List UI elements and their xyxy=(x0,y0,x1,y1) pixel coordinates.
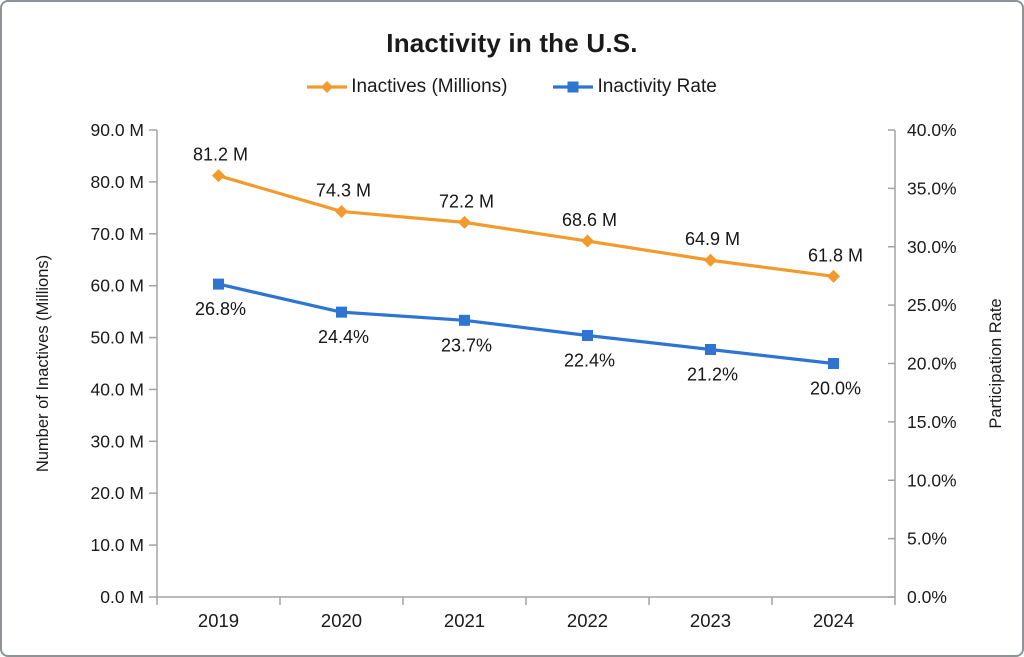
inactives-millions-data-label: 61.8 M xyxy=(808,245,863,265)
inactivity-rate-point-marker xyxy=(828,358,839,369)
inactivity-rate-data-label: 23.7% xyxy=(441,335,492,355)
inactivity-rate-point-marker xyxy=(213,278,224,290)
right-axis-tick-label: 25.0% xyxy=(907,295,957,315)
right-axis-tick-label: 15.0% xyxy=(907,412,957,432)
legend: Inactives (Millions) Inactivity Rate xyxy=(2,76,1022,98)
inactivity-rate-point-marker xyxy=(459,314,470,326)
inactives-millions-data-label: 81.2 M xyxy=(193,145,248,165)
left-axis-tick-label: 20.0 M xyxy=(91,483,145,503)
left-axis-tick-label: 80.0 M xyxy=(91,172,145,192)
x-axis-tick-label: 2023 xyxy=(690,610,731,631)
legend-label: Inactives (Millions) xyxy=(351,76,508,97)
right-axis-tick-label: 10.0% xyxy=(907,470,957,490)
x-axis-tick-label: 2020 xyxy=(321,610,362,631)
right-axis-tick-label: 40.0% xyxy=(907,120,957,140)
inactives-millions-data-label: 72.2 M xyxy=(439,191,494,211)
x-axis-tick-label: 2021 xyxy=(444,610,485,631)
inactives-millions-data-label: 64.9 M xyxy=(685,229,740,249)
inactives-millions-point-marker xyxy=(458,215,471,229)
inactives-millions-point-marker xyxy=(581,234,594,248)
left-axis-tick-label: 70.0 M xyxy=(91,224,145,244)
left-axis-tick-label: 40.0 M xyxy=(91,379,145,399)
inactivity-rate-data-label: 26.8% xyxy=(195,299,246,319)
right-axis-tick-label: 20.0% xyxy=(907,354,957,374)
left-axis-title: Number of Inactives (Millions) xyxy=(34,255,52,472)
inactives-millions-line xyxy=(218,174,834,278)
chart-title: Inactivity in the U.S. xyxy=(386,28,638,58)
left-axis-tick-label: 10.0 M xyxy=(91,535,145,555)
right-axis-tick-label: 5.0% xyxy=(907,529,947,549)
right-axis-title: Participation Rate xyxy=(987,298,1005,428)
inactives-millions-point-marker xyxy=(335,204,348,218)
x-axis-tick-label: 2019 xyxy=(198,610,239,631)
left-axis-tick-label: 60.0 M xyxy=(91,276,145,296)
inactivity-rate-point-marker xyxy=(705,343,716,355)
inactivity-rate-point-marker xyxy=(336,306,347,318)
legend-item-inactivity-rate: Inactivity Rate xyxy=(553,76,717,98)
left-axis-tick-label: 90.0 M xyxy=(91,120,145,140)
diamond-marker-swatch-icon xyxy=(307,81,348,93)
right-axis-tick-label: 35.0% xyxy=(907,178,957,198)
legend-label: Inactivity Rate xyxy=(597,76,717,97)
inactives-millions-data-label: 68.6 M xyxy=(562,210,617,230)
x-axis-tick-label: 2022 xyxy=(567,610,608,631)
inactivity-rate-data-label: 20.0% xyxy=(810,379,861,399)
inactives-millions-point-marker xyxy=(212,169,225,183)
left-axis-tick-label: 30.0 M xyxy=(91,431,145,451)
inactivity-rate-data-label: 21.2% xyxy=(687,364,738,384)
right-axis-tick-label: 30.0% xyxy=(907,237,957,257)
left-axis-tick-label: 0.0 M xyxy=(100,587,144,607)
inactives-millions-data-label: 74.3 M xyxy=(316,180,371,200)
left-axis-tick-label: 50.0 M xyxy=(91,328,145,348)
inactivity-rate-point-marker xyxy=(582,329,593,341)
right-axis-tick-label: 0.0% xyxy=(907,587,947,607)
inactivity-rate-data-label: 22.4% xyxy=(564,350,615,370)
legend-item-inactives-millions: Inactives (Millions) xyxy=(307,76,507,98)
square-marker-swatch-icon xyxy=(553,81,594,93)
inactives-millions-point-marker xyxy=(827,269,840,283)
inactivity-rate-line xyxy=(218,282,834,366)
x-axis-tick-label: 2024 xyxy=(813,610,854,631)
inactives-millions-point-marker xyxy=(704,253,717,267)
inactivity-rate-data-label: 24.4% xyxy=(318,327,369,347)
